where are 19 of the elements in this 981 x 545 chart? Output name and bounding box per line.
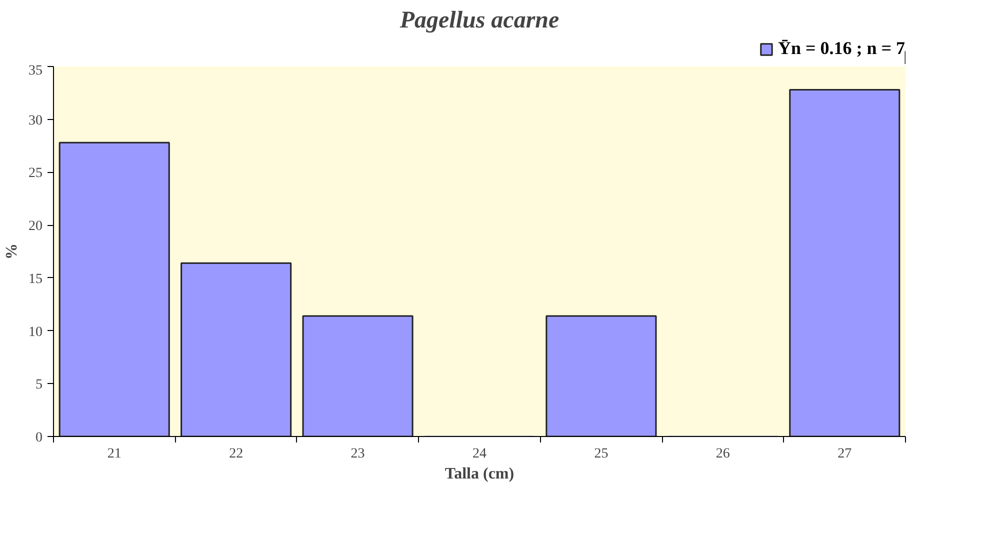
y-tick-label: 30 <box>28 113 42 128</box>
y-tick-label: 20 <box>28 219 42 234</box>
legend-label: Ȳn = 0.16 ; n = 7 <box>778 38 905 59</box>
y-tick-label: 5 <box>36 378 42 393</box>
x-tick-label: 25 <box>594 446 608 462</box>
x-tick-label: 24 <box>472 446 486 462</box>
x-tick-label: 23 <box>350 446 365 462</box>
x-tick-label: 21 <box>107 446 122 462</box>
y-tick-label: 10 <box>28 324 42 340</box>
y-tick-label: 35 <box>28 64 42 78</box>
y-tick-label: 25 <box>28 166 42 182</box>
x-tick-label: 26 <box>716 446 730 462</box>
x-tick-label: 22 <box>229 446 244 462</box>
y-axis-title: % <box>4 244 20 260</box>
x-tick-label: 27 <box>838 446 852 462</box>
x-axis-title: Talla (cm) <box>444 466 514 482</box>
y-tick-label: 15 <box>28 272 42 287</box>
chart-title: Pagellus acarne <box>398 8 560 34</box>
y-tick-label: 0 <box>36 430 42 446</box>
